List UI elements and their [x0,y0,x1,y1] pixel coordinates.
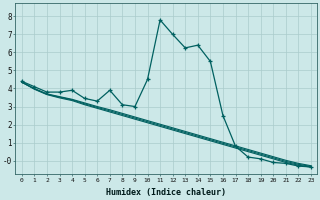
X-axis label: Humidex (Indice chaleur): Humidex (Indice chaleur) [106,188,226,197]
